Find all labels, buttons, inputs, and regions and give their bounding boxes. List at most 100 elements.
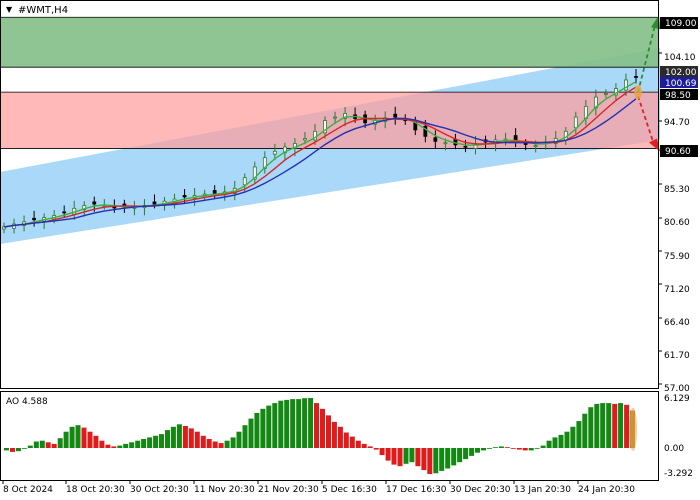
- chart-title: #WMT,H4: [18, 5, 68, 16]
- ao-bar: [540, 445, 546, 448]
- level-label-last-price: 100.69: [665, 79, 697, 89]
- moving-averages: [3, 81, 637, 228]
- ao-label: AO 4.588: [6, 397, 48, 407]
- ao-bar: [534, 448, 540, 449]
- candle-body: [443, 142, 448, 145]
- ao-bar: [409, 448, 415, 463]
- candle-body: [393, 113, 398, 118]
- candle-body: [604, 93, 608, 95]
- ao-bar: [427, 448, 433, 474]
- ao-bar: [570, 426, 576, 448]
- price-tick: 80.60: [664, 218, 690, 228]
- ao-bar: [320, 408, 325, 448]
- ao-bar: [45, 442, 51, 448]
- candle-body: [634, 76, 638, 78]
- ao-bar: [182, 426, 188, 448]
- ao-bar: [349, 436, 355, 448]
- ao-bar: [618, 403, 624, 448]
- ao-bar: [111, 446, 117, 448]
- ao-bar: [385, 448, 391, 461]
- time-tick: 30 Dec 20:30: [450, 485, 511, 495]
- ao-bar: [266, 405, 272, 448]
- ao-bar: [516, 448, 522, 450]
- ao-bar: [463, 448, 469, 460]
- price-tick: 85.30: [664, 185, 690, 195]
- time-tick: 24 Jan 20:30: [578, 485, 635, 495]
- ao-bar: [492, 447, 498, 448]
- ao-bar: [212, 441, 218, 448]
- candle-body: [182, 195, 187, 198]
- ao-bar: [457, 448, 463, 463]
- ao-bar: [397, 448, 403, 467]
- price-tick: 66.40: [664, 318, 690, 328]
- ao-bar: [290, 399, 296, 448]
- ma-slow-line: [3, 98, 637, 228]
- ao-axis: 6.129 0.00 -3.292: [664, 394, 693, 479]
- time-tick: 13 Jan 20:30: [514, 485, 571, 495]
- forecast-arrow-down: [637, 95, 655, 145]
- ao-bar: [504, 447, 510, 448]
- level-label-bg: [660, 145, 698, 157]
- ao-bar: [624, 404, 630, 448]
- candle-body: [423, 125, 428, 137]
- ao-bar: [260, 408, 266, 448]
- ao-bar: [57, 438, 63, 448]
- candle-body: [242, 177, 247, 186]
- price-tick: 75.90: [664, 252, 690, 262]
- ao-bar: [594, 403, 600, 448]
- ao-tick: -3.292: [664, 469, 693, 479]
- candle-body: [82, 205, 87, 211]
- ao-bar: [200, 435, 206, 448]
- trade-zones: [0, 16, 660, 244]
- ao-bar: [10, 448, 15, 452]
- ao-bar: [39, 440, 45, 448]
- level-label-sell-entry: 98.50: [665, 91, 691, 101]
- price-tick: 57.00: [664, 384, 690, 394]
- price-tick: 71.20: [664, 285, 690, 295]
- ao-tick: 0.00: [664, 444, 684, 454]
- level-label-bg: [660, 89, 698, 100]
- level-label-buy-target: 109.00: [665, 19, 697, 29]
- ao-bar: [117, 445, 123, 448]
- ao-bar: [391, 448, 397, 465]
- candle-body: [62, 211, 67, 214]
- ao-bar: [15, 448, 21, 452]
- ao-bar: [373, 448, 379, 450]
- candle-body: [323, 120, 327, 134]
- candle-body: [303, 138, 307, 141]
- time-tick: 5 Dec 16:30: [322, 485, 377, 495]
- ao-bar: [606, 403, 612, 448]
- ao-bar: [331, 421, 337, 448]
- ao-bar: [63, 431, 69, 448]
- ao-bar: [51, 443, 57, 448]
- ao-bar: [355, 440, 361, 448]
- candle-body: [252, 166, 257, 180]
- ao-bar: [21, 448, 27, 449]
- candle-body: [112, 206, 117, 209]
- ao-bar: [439, 448, 445, 471]
- ao-bar: [421, 448, 427, 471]
- price-tick: 61.70: [664, 351, 690, 361]
- candle-body: [523, 143, 528, 145]
- ao-bar: [81, 427, 87, 448]
- ao-bar: [159, 434, 164, 448]
- ma-mid-line: [3, 86, 637, 228]
- dropdown-triangle-icon[interactable]: ▼: [6, 5, 13, 14]
- ao-bar: [367, 446, 373, 448]
- time-tick: 18 Oct 20:30: [66, 485, 125, 495]
- ao-bar: [176, 424, 182, 448]
- level-label-bg: [660, 17, 698, 29]
- ao-bar: [278, 400, 284, 448]
- ao-bar: [498, 446, 504, 448]
- ao-bar: [343, 432, 349, 448]
- ao-bar: [481, 448, 486, 451]
- ao-tick: 6.129: [664, 394, 690, 404]
- ao-bar: [403, 448, 409, 464]
- ao-bar: [326, 415, 331, 448]
- ao-bar: [415, 448, 421, 467]
- price-tick: 104.10: [664, 53, 696, 63]
- pivot-marker: [634, 85, 642, 100]
- time-axis: 8 Oct 2024 18 Oct 20:30 30 Oct 20:30 11 …: [3, 485, 635, 495]
